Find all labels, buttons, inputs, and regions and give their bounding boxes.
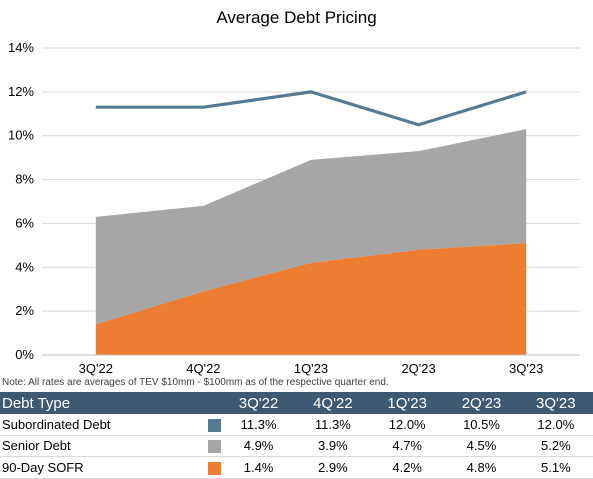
table-value: 5.2%: [518, 435, 593, 457]
y-tick-label: 12%: [8, 84, 34, 99]
table-header-period: 2Q'23: [444, 392, 519, 414]
senior-debt-area: [95, 129, 527, 325]
table-value: 12.0%: [370, 414, 445, 436]
table-header-swatch: [207, 392, 222, 414]
chart-plot: 0% 2% 4% 6% 8% 10% 12% 14% 3Q'22 4Q'22 1Q'23 2Q'23 3…: [8, 40, 580, 376]
table-header-row: Debt Type 3Q'22 4Q'22 1Q'23 2Q'23 3Q'23: [0, 392, 593, 414]
data-table: Debt Type 3Q'22 4Q'22 1Q'23 2Q'23 3Q'23 Subo…: [0, 392, 593, 479]
table-header-period: 1Q'23: [370, 392, 445, 414]
table-value: 11.3%: [295, 414, 371, 436]
series-name: Subordinated Debt: [0, 414, 208, 436]
table-value: 11.3%: [221, 414, 296, 436]
series-name: Senior Debt: [0, 435, 208, 457]
legend-swatch: [207, 461, 221, 475]
sofr-area: [95, 243, 527, 355]
chart-title: Average Debt Pricing: [216, 8, 377, 27]
y-tick-label: 0%: [15, 347, 34, 362]
table-body: Subordinated Debt 11.3% 11.3% 12.0% 10.5% 12.…: [0, 414, 593, 479]
x-tick-label: 3Q'22: [79, 361, 113, 376]
y-tick-label: 6%: [15, 215, 34, 230]
legend-swatch: [207, 440, 221, 454]
table-row: 90-Day SOFR 1.4% 2.9% 4.2% 4.8% 5.1%: [0, 456, 593, 479]
table-value: 12.0%: [518, 414, 593, 436]
table-row: Subordinated Debt 11.3% 11.3% 12.0% 10.5% 12.…: [0, 414, 593, 436]
y-tick-label: 8%: [15, 172, 34, 187]
x-tick-label: 4Q'22: [186, 361, 220, 376]
table-value: 4.2%: [370, 456, 445, 479]
x-tick-label: 1Q'23: [294, 361, 328, 376]
table-value: 3.9%: [295, 435, 371, 457]
y-tick-label: 4%: [15, 259, 34, 274]
table-value: 4.9%: [221, 435, 296, 457]
table-value: 4.5%: [444, 435, 519, 457]
table-header-period: 3Q'22: [221, 392, 296, 414]
table-value: 4.7%: [370, 435, 445, 457]
legend-swatch-cell: [207, 414, 222, 436]
chart-note: Note: All rates are averages of TEV $10m…: [2, 377, 389, 388]
legend-swatch-cell: [207, 456, 222, 479]
legend-swatch-cell: [207, 435, 222, 457]
table-header-period: 4Q'22: [295, 392, 371, 414]
x-tick-label: 2Q'23: [401, 361, 435, 376]
y-tick-label: 2%: [15, 303, 34, 318]
table-header-debt-type: Debt Type: [0, 392, 208, 414]
table-header-period: 3Q'23: [518, 392, 593, 414]
legend-swatch: [207, 418, 221, 432]
y-tick-label: 10%: [8, 128, 34, 143]
table-row: Senior Debt 4.9% 3.9% 4.7% 4.5% 5.2%: [0, 435, 593, 457]
table-value: 10.5%: [444, 414, 519, 436]
table-value: 4.8%: [444, 456, 519, 479]
y-tick-label: 14%: [8, 40, 34, 55]
subordinated-debt-line: [95, 90, 527, 127]
table-value: 5.1%: [518, 456, 593, 479]
x-tick-label: 3Q'23: [509, 361, 543, 376]
